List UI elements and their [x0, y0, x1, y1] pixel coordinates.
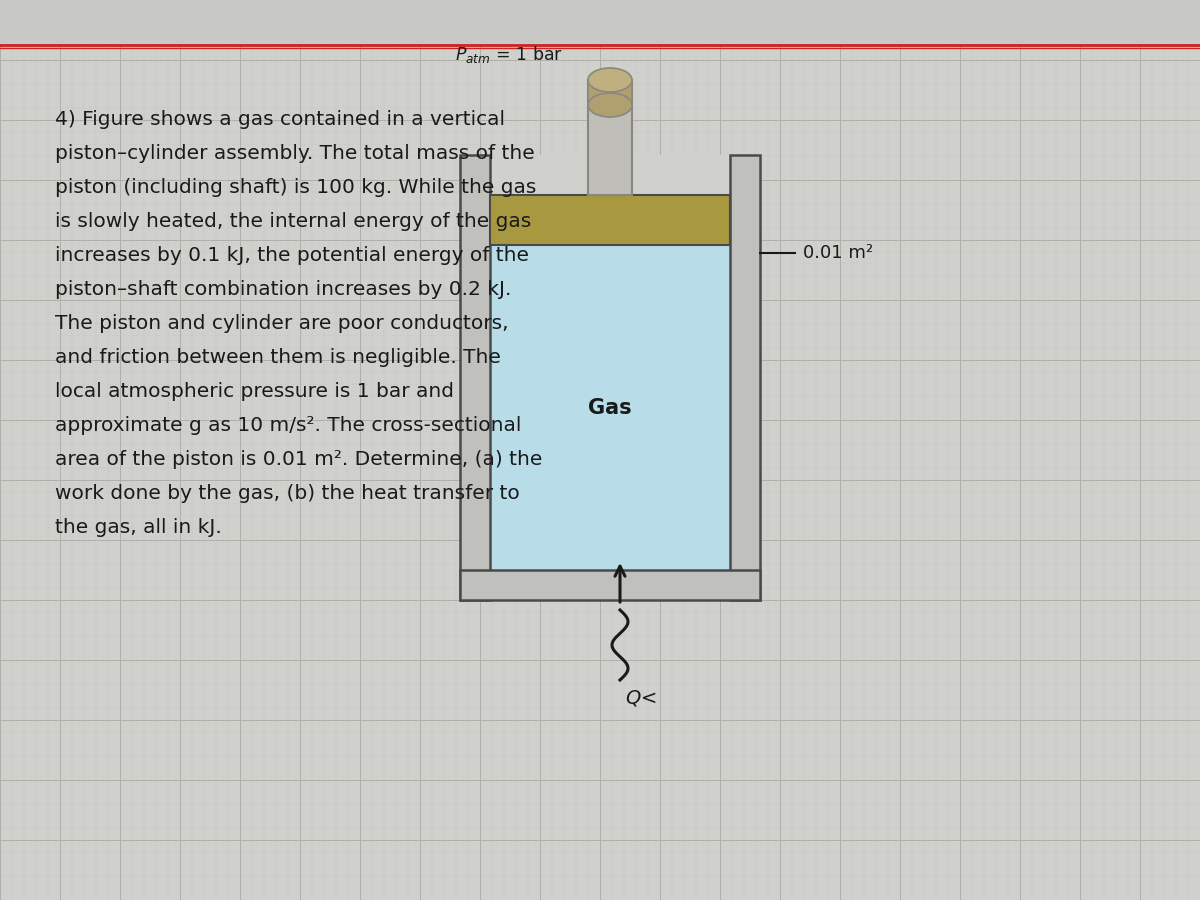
Bar: [460, 155, 490, 600]
Bar: [460, 570, 760, 600]
Bar: [0, 0, 1200, 45]
Text: $P_{atm}$ = 1 bar: $P_{atm}$ = 1 bar: [455, 44, 563, 65]
Bar: [490, 195, 730, 245]
Text: Gas: Gas: [588, 398, 632, 418]
Text: piston (including shaft) is 100 kg. While the gas: piston (including shaft) is 100 kg. Whil…: [55, 178, 536, 197]
Text: 4) Figure shows a gas contained in a vertical: 4) Figure shows a gas contained in a ver…: [55, 110, 505, 129]
Ellipse shape: [588, 68, 632, 92]
Bar: [490, 245, 730, 570]
Text: the gas, all in kJ.: the gas, all in kJ.: [55, 518, 222, 537]
Text: piston–cylinder assembly. The total mass of the: piston–cylinder assembly. The total mass…: [55, 144, 535, 163]
Bar: [588, 80, 632, 195]
Text: The piston and cylinder are poor conductors,: The piston and cylinder are poor conduct…: [55, 314, 509, 333]
Text: work done by the gas, (b) the heat transfer to: work done by the gas, (b) the heat trans…: [55, 484, 520, 503]
Text: area of the piston is 0.01 m². Determine, (a) the: area of the piston is 0.01 m². Determine…: [55, 450, 542, 469]
Text: piston–shaft combination increases by 0.2 kJ.: piston–shaft combination increases by 0.…: [55, 280, 511, 299]
Bar: [588, 80, 632, 105]
Text: approximate g as 10 m/s². The cross-sectional: approximate g as 10 m/s². The cross-sect…: [55, 416, 521, 435]
Bar: [490, 155, 730, 195]
Bar: [730, 155, 760, 600]
Text: increases by 0.1 kJ, the potential energy of the: increases by 0.1 kJ, the potential energ…: [55, 246, 529, 265]
Text: $Q$<: $Q$<: [625, 688, 656, 708]
Text: local atmospheric pressure is 1 bar and: local atmospheric pressure is 1 bar and: [55, 382, 454, 401]
Text: and friction between them is negligible. The: and friction between them is negligible.…: [55, 348, 500, 367]
Text: is slowly heated, the internal energy of the gas: is slowly heated, the internal energy of…: [55, 212, 532, 231]
Text: 0.01 m²: 0.01 m²: [803, 244, 874, 262]
Ellipse shape: [588, 93, 632, 117]
